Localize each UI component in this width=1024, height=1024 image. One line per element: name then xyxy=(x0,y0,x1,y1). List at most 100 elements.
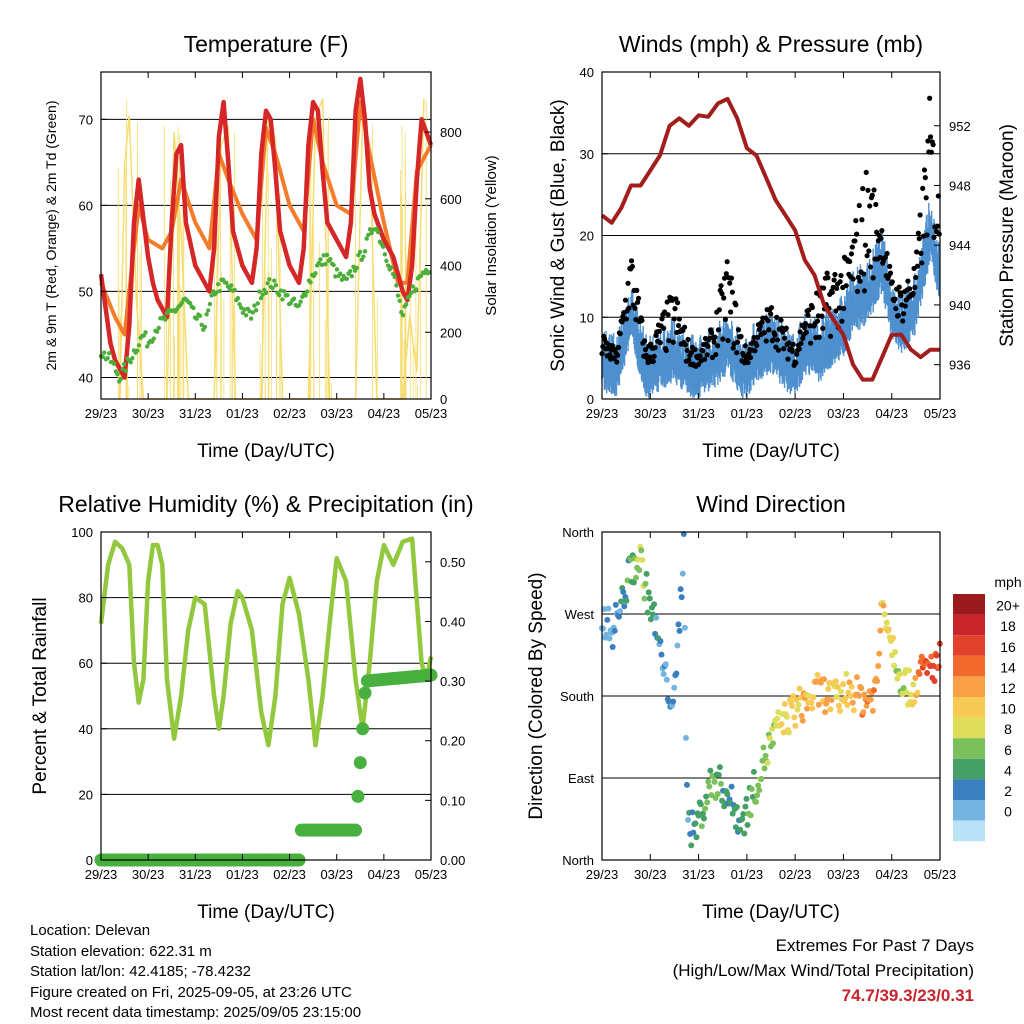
direction-point xyxy=(742,803,749,810)
dewpoint-point xyxy=(366,232,371,238)
direction-point xyxy=(863,702,870,709)
gust-point xyxy=(629,263,636,270)
direction-point xyxy=(850,707,857,714)
dewpoint-point xyxy=(265,281,270,286)
colorbar-label: 12 xyxy=(1000,680,1016,696)
direction-point xyxy=(931,678,938,685)
direction-point xyxy=(843,670,850,677)
dewpoint-point xyxy=(240,310,246,316)
direction-point xyxy=(688,842,695,849)
gust-point xyxy=(839,318,845,324)
colorbar-label: 14 xyxy=(1000,659,1016,675)
gust-point xyxy=(781,346,787,352)
gust-point xyxy=(879,228,885,234)
direction-point xyxy=(733,804,740,811)
gust-point xyxy=(734,339,741,345)
gust-point xyxy=(907,286,913,292)
colorbar-swatch xyxy=(953,800,985,821)
y2tick-label: 0.30 xyxy=(440,674,465,689)
gust-point xyxy=(827,333,834,339)
gust-point xyxy=(665,312,671,318)
elevation-text: Station elevation: 622.31 m xyxy=(30,942,212,960)
xtick-label: 29/23 xyxy=(85,406,118,421)
gust-point xyxy=(635,299,641,305)
dewpoint-point xyxy=(413,287,419,292)
gust-point xyxy=(775,347,782,353)
dewpoint-point xyxy=(179,300,185,306)
gust-point xyxy=(730,345,736,351)
y2tick-label: 400 xyxy=(440,259,462,274)
xtick-label: 01/23 xyxy=(226,867,259,882)
gust-point xyxy=(622,297,629,303)
direction-point xyxy=(928,653,935,660)
direction-point xyxy=(673,670,680,677)
colorbar-swatch xyxy=(953,614,985,636)
y-axis-label: Percent & Total Rainfall xyxy=(30,597,51,794)
xtick-label: 30/23 xyxy=(634,867,667,882)
gust-point xyxy=(837,279,843,285)
dewpoint-point xyxy=(285,292,290,298)
y2tick-label: 944 xyxy=(949,238,971,253)
gust-point xyxy=(863,169,869,176)
gust-point xyxy=(615,344,622,350)
direction-point xyxy=(739,815,746,822)
gust-point xyxy=(628,258,635,264)
precip-point xyxy=(349,823,363,837)
direction-point xyxy=(758,776,765,783)
gust-point xyxy=(692,346,698,353)
gust-point xyxy=(656,328,662,334)
xtick-label: 31/23 xyxy=(682,867,715,882)
direction-point xyxy=(762,752,769,759)
direction-point xyxy=(677,586,684,593)
xtick-label: 30/23 xyxy=(132,867,165,882)
direction-point xyxy=(853,674,860,681)
dewpoint-point xyxy=(395,293,401,298)
colorbar-label: 0 xyxy=(1004,804,1012,820)
gust-point xyxy=(861,271,867,277)
gust-point xyxy=(697,353,703,359)
ytick-label: 10 xyxy=(580,310,594,325)
gust-point xyxy=(789,348,795,354)
gust-point xyxy=(682,342,689,348)
direction-point xyxy=(676,627,683,634)
series-2m-temp xyxy=(98,76,434,380)
direction-point xyxy=(753,798,760,805)
xtick-label: 05/23 xyxy=(415,406,448,421)
direction-point xyxy=(809,705,816,712)
direction-point xyxy=(706,783,713,790)
direction-point xyxy=(611,627,618,634)
xtick-label: 31/23 xyxy=(682,406,715,421)
colorbar-swatch xyxy=(953,717,985,739)
colorbar-label: 8 xyxy=(1004,721,1012,737)
gust-point xyxy=(725,337,731,344)
direction-point xyxy=(675,621,682,628)
gust-point xyxy=(870,275,876,281)
gust-point xyxy=(729,289,735,295)
gust-point xyxy=(854,288,861,294)
gust-point xyxy=(854,231,860,237)
direction-point xyxy=(764,759,771,766)
direction-point xyxy=(791,714,798,721)
dewpoint-point xyxy=(277,292,282,298)
gust-point xyxy=(834,285,840,292)
gust-point xyxy=(686,357,692,363)
dewpoint-point xyxy=(380,244,386,249)
dewpoint-point xyxy=(250,310,255,315)
precip-point xyxy=(356,722,370,736)
direction-point xyxy=(729,810,736,817)
gust-point xyxy=(887,263,893,269)
y2-axis-label: Station Pressure (Maroon) xyxy=(997,124,1018,347)
direction-point xyxy=(838,688,845,695)
colorbar-unit: mph xyxy=(994,574,1021,590)
direction-point xyxy=(856,692,863,699)
panel-wind: 0 10 20 30 40 936 940 944 948 952 29/23 30/23 31/23 0… xyxy=(548,31,1018,462)
y2tick-label: 948 xyxy=(949,178,971,193)
gust-point xyxy=(847,258,853,265)
direction-point xyxy=(662,661,669,668)
direction-point xyxy=(674,642,681,649)
direction-point xyxy=(690,829,697,836)
xtick-label: 30/23 xyxy=(634,406,667,421)
direction-point xyxy=(612,601,619,608)
direction-point xyxy=(604,616,611,623)
dewpoint-point xyxy=(418,273,424,279)
